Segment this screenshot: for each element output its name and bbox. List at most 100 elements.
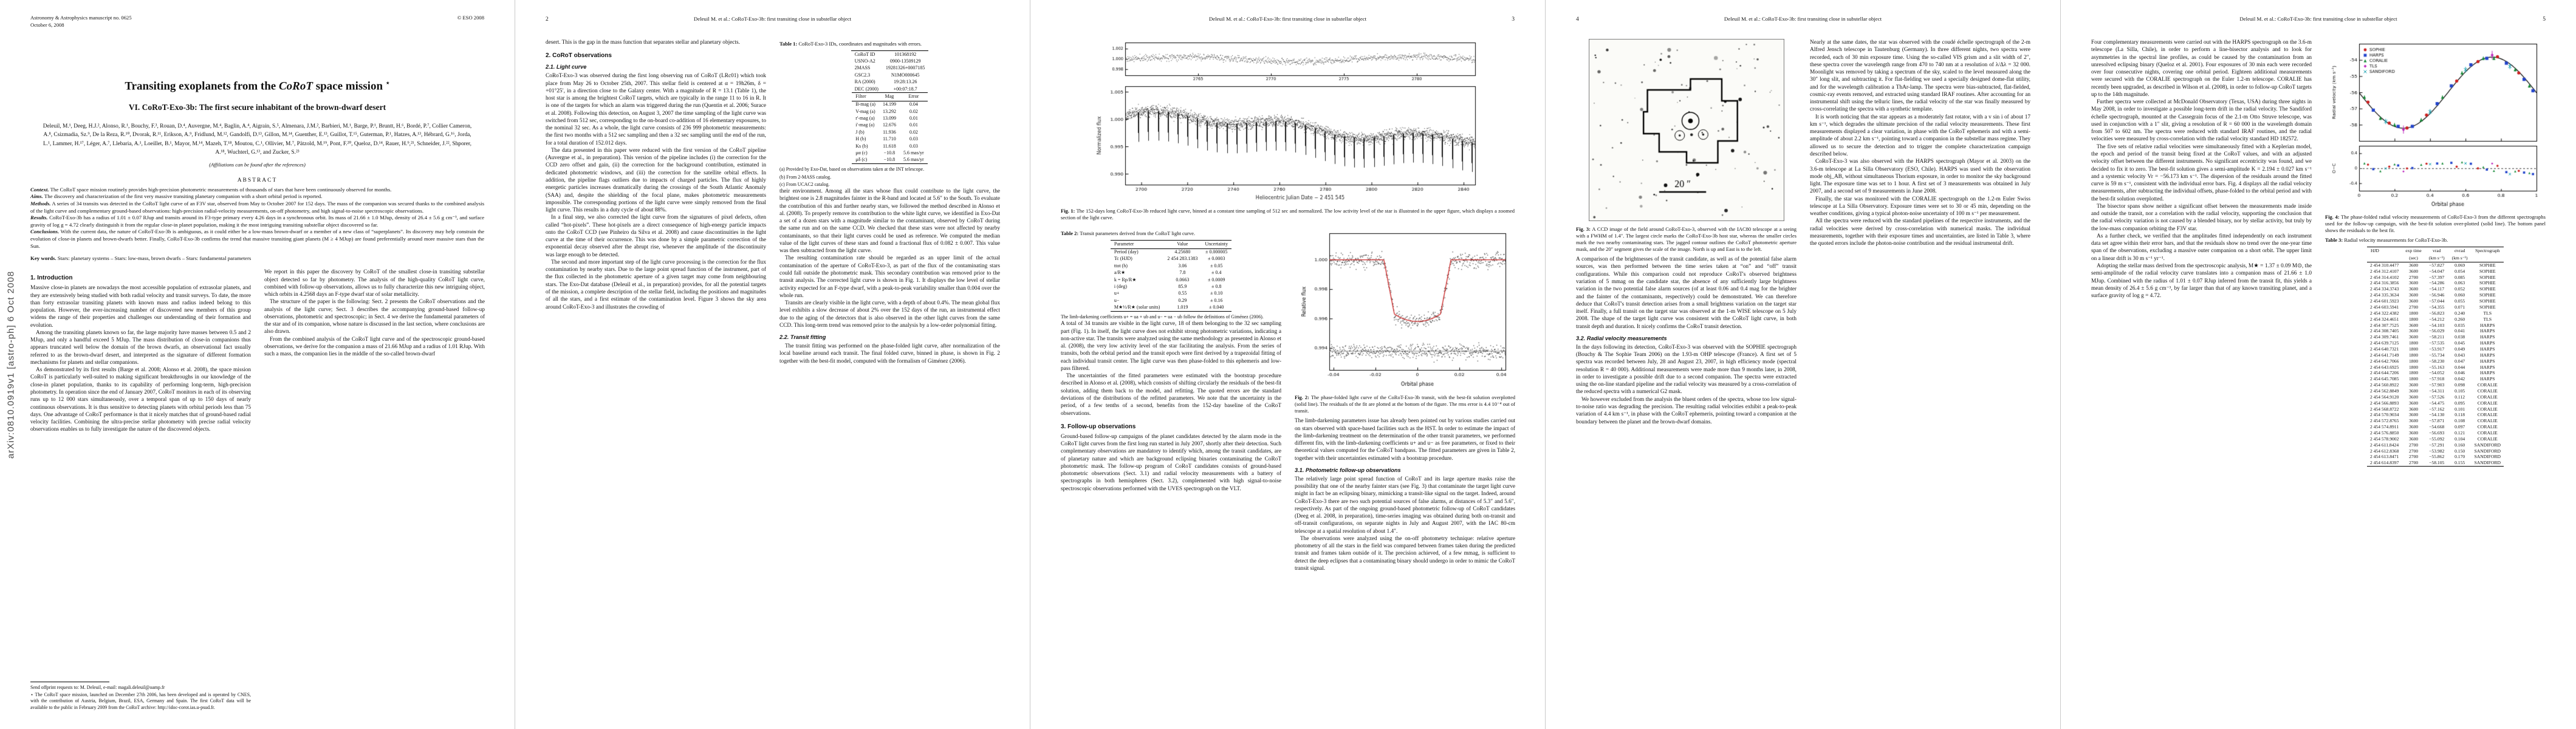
table-row: GSC2.3 N1MO000645 [854, 72, 920, 78]
running-head: 2 Deleuil M. et al.: CoRoT-Exo-3b: first… [546, 16, 999, 22]
table-row: r'-mag (a) 13.099 0.01 [855, 115, 918, 122]
table-row: CoRoT ID 101368192 [854, 51, 917, 57]
fig3-ccd-field-image [1588, 39, 1784, 221]
author-list: Deleuil, M.¹, Deeg, H.J.², Alonso, R.¹, … [43, 123, 472, 156]
table-row: 2 454 644.7206 1800 −54.052 0.046 HARPS [2369, 370, 2495, 376]
table-3-radial-velocities: HJD exp time vrad σvrad Spectrograph (sec) (km… [2366, 247, 2504, 467]
running-head-title: Deleuil M. et al.: CoRoT-Exo-3b: first t… [2239, 16, 2397, 22]
table-row: 2 454 611.8424 2700 −57.291 0.160 SANDIFORD [2369, 442, 2501, 448]
paper-subtitle: VI. CoRoT-Exo-3b: The first secure inhab… [128, 103, 386, 112]
paragraph: The structure of the paper is the follow… [264, 299, 485, 335]
paragraph: Results. CoRoT-Exo-3b has a radius of 1.… [30, 214, 484, 228]
paragraph: Send offprint requests to: M. Deleuil, e… [30, 684, 165, 690]
arxiv-stamp: arXiv:0810.0919v1 [astro-ph] 6 Oct 2008 [5, 270, 16, 459]
table1-caption: Table 1: CoRoT-Exo-3 IDs, coordinates an… [779, 41, 922, 47]
manuscript-header: Astronomy & Astrophysics manuscript no. … [30, 15, 484, 29]
subsection-heading: 2.2. Transit fitting [779, 334, 826, 341]
fig2-caption: Fig. 2: The phase-folded light curve of … [1295, 394, 1515, 414]
figure-4 [2325, 39, 2546, 212]
table-row: 2 454 601.5923 3600 −57.044 0.055 SOPHIE [2369, 298, 2496, 304]
table-row: 2 454 314.4102 2700 −57.397 0.085 SOPHIE [2369, 274, 2496, 280]
paragraph: The second and more important step of th… [546, 259, 766, 310]
subsection-heading: 2.1. Light curve [546, 64, 587, 70]
paragraph: their environment. Among all the stars w… [779, 188, 1000, 255]
paragraph: The five sets of relative radial velocit… [2091, 143, 2312, 202]
table-row: 2 454 570.9034 3600 −54.130 0.118 CORALIE [2369, 412, 2498, 418]
section-heading: 2. CoRoT observations [546, 52, 612, 60]
table-row: 2 454 307.7525 3600 −54.103 0.035 HARPS [2369, 322, 2495, 328]
table-header-row: Filter Mag Error [852, 92, 928, 101]
manuscript-number: Astronomy & Astrophysics manuscript no. … [30, 15, 132, 21]
table-row: 2 454 334.3743 3600 −54.117 0.052 SOPHIE [2369, 286, 2496, 292]
table-row: B-mag (a) 14.199 0.04 [855, 101, 918, 108]
table-row: 2 454 612.8368 2700 −53.982 0.150 SANDIFORD [2369, 448, 2501, 454]
paragraph: The bisector spans show neither a signif… [2091, 203, 2312, 232]
table-row: 2 454 643.6925 1800 −55.163 0.044 HARPS [2369, 364, 2495, 370]
table-row: 2 454 310.4477 3600 −57.827 0.069 SOPHIE [2369, 262, 2496, 268]
page-number: 2 [546, 16, 549, 22]
paragraph: (a) Provided by Exo-Dat, based on observ… [779, 166, 925, 173]
page-number: 3 [1512, 16, 1515, 22]
table-2-transit-parameters: Parameter Value Uncertainty Period (day) 4.2… [1110, 240, 1232, 312]
paragraph: It is worth noticing that the star appea… [1810, 114, 2030, 157]
table-row: USNO-A2 0900-13509129 [854, 58, 921, 64]
keywords: Key words. Stars: planetary systems – St… [30, 255, 484, 261]
table-row: 2 454 324.4651 1800 −54.212 0.260 TLS [2369, 316, 2492, 322]
paragraph: In the days following its detection, CoR… [1576, 344, 1797, 395]
paragraph: Context. The CoRoT space mission routine… [30, 186, 392, 193]
table-1-ids: CoRoT ID 101368192 USNO-A2 0900-13509129 2MA… [851, 50, 929, 92]
table-row: u+ 0.55 ± 0.10 [1114, 290, 1223, 296]
title-footnote: Send offprint requests to: M. Deleuil, e… [30, 681, 251, 711]
table-row: 2 454 578.9002 3600 −55.092 0.104 CORALIE [2369, 436, 2498, 442]
page1-left-column: 1. Introduction Massive close-in planets … [30, 269, 251, 433]
table-row: k = Rp/R★ 0.0663 ± 0.0009 [1114, 276, 1225, 282]
paragraph: All the spectra were reduced with the st… [1810, 218, 2030, 247]
table-row: Period (day) 4.25680 ± 0.000005 [1114, 249, 1228, 255]
table-row: DEC (2000) +00:07:18.7 [854, 86, 917, 92]
table-row: 2 454 309.7461 3600 −58.211 0.038 HARPS [2369, 334, 2495, 340]
table-row: RA (2000) 19:28:13.26 [854, 79, 917, 85]
table-header-row: HJD exp time vrad σvrad Spectrograph [2370, 248, 2500, 254]
section-heading: 3. Follow-up observations [1061, 423, 1136, 430]
paragraph: As demonstrated by its first results (Ba… [30, 367, 251, 433]
table-row: i'-mag (a) 12.676 0.01 [855, 122, 918, 128]
paragraph: We however excluded from the analysis th… [1576, 396, 1797, 425]
table-row: 2 454 560.8922 3600 −57.903 0.098 CORALIE [2369, 382, 2498, 388]
table-row: 2 454 562.8849 3600 −54.311 0.105 CORALIE [2369, 388, 2498, 394]
paragraph: Aims. The discovery and characterization… [30, 193, 323, 200]
table-row: 2 454 645.7085 1800 −57.918 0.042 HARPS [2369, 376, 2495, 382]
table-row: M★⅓/R★ (solar units) 1.019 ± 0.040 [1114, 304, 1224, 310]
page2-left-column: desert. This is the gap in the mass func… [546, 39, 766, 365]
paragraph: A total of 34 transits are visible in th… [1061, 321, 1281, 372]
fig1-lightcurve-plot [1093, 39, 1482, 203]
table-row: 2 454 308.7405 3600 −56.029 0.041 HARPS [2369, 328, 2495, 334]
subsection-heading: 3.1. Photometric follow-up observations [1295, 467, 1401, 473]
running-head: Deleuil M. et al.: CoRoT-Exo-3b: first t… [2091, 16, 2546, 22]
paragraph: From the combined analysis of the CoRoT … [264, 336, 485, 358]
page5-right-column: Fig. 4: The phase-folded radial velocity… [2325, 39, 2546, 469]
paragraph: The observations were analyzed using the… [1295, 535, 1515, 572]
paragraph: The limb-darkening parameters issue has … [1295, 418, 1515, 462]
table-row: 2 454 576.8850 3600 −56.693 0.121 CORALIE [2369, 430, 2498, 436]
table-row: 2 454 572.8765 3600 −57.871 0.108 CORALIE [2369, 418, 2498, 424]
paragraph: A comparison of the brightnesses of the … [1576, 256, 1797, 330]
table-row: 2 454 312.4107 3600 −54.047 0.054 SOPHIE [2369, 268, 2496, 274]
paragraph: Finally, the star was monitored with the… [1810, 196, 2030, 217]
paragraph: Transits are clearly visible in the ligh… [779, 300, 1000, 329]
paragraph: Methods. A series of 34 transits was det… [30, 200, 484, 214]
table-row: 2 454 335.3634 3600 −56.946 0.060 SOPHIE [2369, 292, 2496, 298]
title-text-post: space mission [312, 80, 386, 93]
eso-copyright: © ESO 2008 [457, 15, 484, 21]
running-head: Deleuil M. et al.: CoRoT-Exo-3b: first t… [1061, 16, 1515, 22]
page-3: Deleuil M. et al.: CoRoT-Exo-3b: first t… [1030, 0, 1546, 729]
paragraph: Further spectra were collected at McDona… [2091, 99, 2312, 143]
running-head-title: Deleuil M. et al.: CoRoT-Exo-3b: first t… [693, 16, 852, 22]
page1-right-column: We report in this paper the discovery by… [264, 269, 485, 433]
abstract: Context. The CoRoT space mission routine… [30, 187, 484, 250]
table-row: i (deg) 85.9 ± 0.8 [1114, 283, 1222, 289]
abstract-label: ABSTRACT [237, 177, 278, 183]
paper-title: Transiting exoplanets from the CoRoT spa… [30, 79, 484, 93]
figure-3 [1576, 39, 1797, 224]
table-row: 2 454 613.8471 2700 −55.862 0.170 SANDIFORD [2369, 454, 2501, 460]
paragraph: desert. This is the gap in the mass func… [546, 39, 740, 46]
